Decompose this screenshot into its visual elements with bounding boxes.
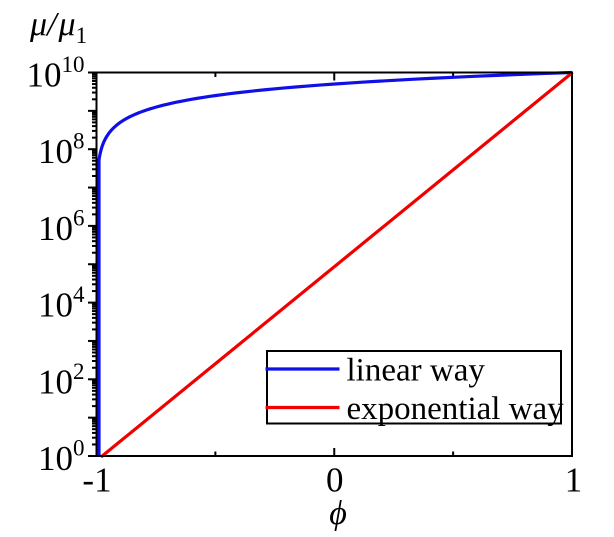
svg-text:exponential way: exponential way — [347, 391, 565, 427]
svg-text:0: 0 — [326, 461, 344, 500]
svg-text:1010: 1010 — [27, 52, 85, 95]
svg-text:ϕ: ϕ — [329, 495, 347, 532]
svg-text:linear way: linear way — [347, 353, 486, 389]
svg-text:-1: -1 — [82, 461, 111, 500]
svg-text:1: 1 — [565, 461, 583, 500]
svg-text:μ/μ1: μ/μ1 — [29, 6, 87, 48]
